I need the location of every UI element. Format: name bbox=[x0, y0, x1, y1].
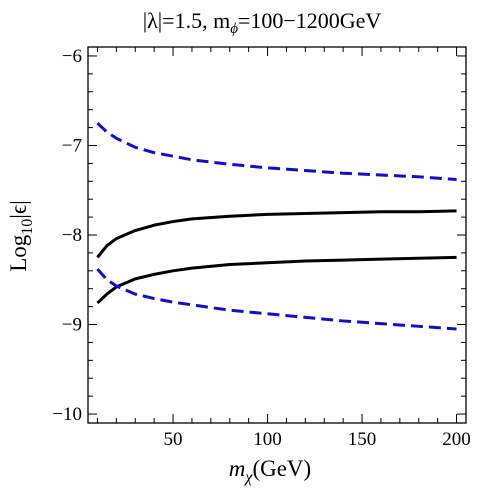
series-lines bbox=[96, 122, 457, 331]
y-tick-label: −7 bbox=[62, 135, 82, 156]
axis-ticks bbox=[88, 47, 466, 423]
y-tick-label: −6 bbox=[62, 46, 82, 67]
x-tick-label: 150 bbox=[348, 429, 377, 450]
solid-series-line-2 bbox=[96, 209, 457, 259]
dashed-series-line-4 bbox=[96, 268, 457, 331]
y-tick-label: −9 bbox=[62, 315, 82, 336]
y-tick-label: −8 bbox=[62, 225, 82, 246]
chart-title: |λ|=1.5, mϕ=100−1200GeV bbox=[143, 8, 382, 37]
y-axis-label: Log10|ϵ| bbox=[6, 200, 36, 272]
dashed-series-line-1 bbox=[96, 122, 457, 181]
y-tick-label: −10 bbox=[52, 404, 82, 425]
tick-labels: 50 100 150 200 −10 −9 −8 −7 −6 bbox=[52, 46, 471, 450]
x-tick-label: 50 bbox=[164, 429, 183, 450]
x-tick-label: 200 bbox=[442, 429, 471, 450]
solid-series-line-3 bbox=[96, 255, 457, 305]
x-tick-label: 100 bbox=[253, 429, 282, 450]
x-axis-label: mχ(GeV) bbox=[229, 456, 311, 486]
plot-frame bbox=[87, 46, 467, 424]
